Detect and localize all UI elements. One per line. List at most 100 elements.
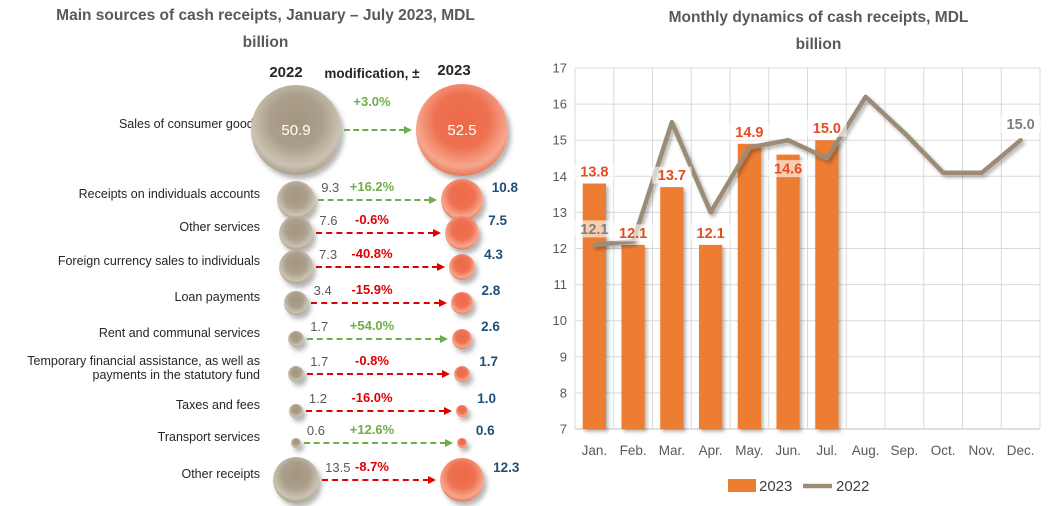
value-2022: 0.6 bbox=[306, 423, 325, 438]
x-tick-label: Oct. bbox=[931, 443, 956, 458]
modification-label: -16.0% bbox=[351, 390, 393, 405]
category-label: Loan payments bbox=[174, 289, 260, 304]
data-label-bg bbox=[1000, 115, 1041, 133]
bars-2023 bbox=[582, 140, 839, 429]
sources-bubble-chart: Main sources of cash receipts, January –… bbox=[27, 7, 519, 504]
y-tick-label: 15 bbox=[553, 133, 567, 148]
value-2022: 7.3 bbox=[319, 247, 338, 262]
legend-label-2023: 2023 bbox=[759, 478, 792, 495]
data-label-bg bbox=[690, 224, 731, 242]
change-arrow bbox=[307, 373, 443, 375]
value-2022: 13.5 bbox=[325, 460, 351, 475]
change-arrow bbox=[316, 266, 438, 268]
y-tick-label: 12 bbox=[553, 241, 567, 256]
value-2022: 7.6 bbox=[319, 213, 338, 228]
modification-label: +3.0% bbox=[353, 94, 391, 109]
legend: 2023 2022 bbox=[728, 478, 869, 495]
value-2023: 10.8 bbox=[491, 180, 518, 195]
value-2023: 0.6 bbox=[475, 423, 495, 438]
data-label: 12.1 bbox=[619, 226, 647, 242]
value-2023: 2.8 bbox=[481, 283, 501, 298]
column-header-modification: modification, ± bbox=[324, 66, 420, 81]
data-label-bg bbox=[574, 163, 615, 181]
arrow-head-icon bbox=[429, 196, 438, 204]
left-chart-title-line1: Main sources of cash receipts, January –… bbox=[56, 7, 475, 24]
y-tick-label: 16 bbox=[553, 97, 567, 112]
bubble-2023 bbox=[444, 215, 480, 251]
modification-label: -8.7% bbox=[355, 459, 389, 474]
value-2023: 4.3 bbox=[484, 247, 503, 262]
value-2023: 1.7 bbox=[479, 354, 498, 369]
data-label: 14.9 bbox=[735, 125, 763, 141]
value-2022: 9.3 bbox=[321, 180, 340, 195]
data-labels: 13.8 12.1 13.7 12.1 14.9 14.6 15.0 12.1 15.0 bbox=[574, 115, 1041, 242]
bubble-2022 bbox=[287, 365, 305, 383]
category-label: Taxes and fees bbox=[175, 397, 260, 412]
bubble-2022 bbox=[291, 438, 301, 448]
legend-label-2022: 2022 bbox=[836, 478, 869, 495]
y-tick-label: 8 bbox=[560, 385, 567, 400]
modification-label: -15.9% bbox=[351, 282, 393, 297]
right-chart-title-line1: Monthly dynamics of cash receipts, MDL bbox=[668, 9, 969, 26]
column-header-2022: 2022 bbox=[269, 64, 303, 81]
value-2022: 50.9 bbox=[281, 122, 311, 139]
modification-label: +16.2% bbox=[349, 179, 395, 194]
category-label: Other services bbox=[179, 219, 260, 234]
bubble-2023 bbox=[441, 179, 483, 221]
value-2023: 1.0 bbox=[477, 391, 497, 406]
category-label: Temporary financial assistance, as well … bbox=[27, 353, 260, 382]
bubble-2022 bbox=[251, 85, 341, 175]
bar-May. bbox=[737, 143, 761, 429]
category-label: Sales of consumer goods bbox=[118, 116, 260, 131]
change-arrow bbox=[322, 479, 429, 481]
bar-Apr. bbox=[699, 244, 723, 429]
bubble-2023 bbox=[457, 438, 467, 448]
category-label: Rent and communal services bbox=[98, 325, 260, 340]
modification-label: -40.8% bbox=[351, 246, 393, 261]
change-arrow bbox=[307, 338, 441, 340]
data-label-bg bbox=[652, 166, 692, 184]
category-label: Foreign currency sales to individuals bbox=[57, 253, 260, 268]
change-arrow bbox=[303, 442, 447, 444]
bubble-2022 bbox=[284, 291, 308, 315]
x-tick-label: Nov. bbox=[968, 443, 995, 458]
bar-Jun. bbox=[776, 154, 800, 429]
x-tick-label: Dec. bbox=[1007, 443, 1035, 458]
y-tick-label: 13 bbox=[553, 205, 567, 220]
y-tick-label: 14 bbox=[553, 169, 567, 184]
change-arrow bbox=[305, 410, 445, 412]
bubble-2023 bbox=[448, 253, 476, 281]
x-tick-label: Apr. bbox=[699, 443, 723, 458]
data-label-bg bbox=[574, 220, 615, 238]
data-label-bg bbox=[768, 160, 808, 178]
y-tick-label: 10 bbox=[553, 313, 567, 328]
x-tick-label: Mar. bbox=[659, 443, 685, 458]
modification-label: -0.8% bbox=[355, 353, 389, 368]
arrow-head-icon bbox=[436, 263, 445, 271]
bubble-2023 bbox=[455, 404, 469, 418]
modification-label: +54.0% bbox=[349, 318, 395, 333]
line-2022 bbox=[592, 94, 1023, 248]
value-2023: 52.5 bbox=[447, 122, 477, 139]
bubble-2022 bbox=[278, 215, 314, 251]
arrow-head-icon bbox=[445, 439, 454, 447]
data-label-bg bbox=[807, 119, 847, 137]
bar-Jul. bbox=[815, 140, 839, 429]
arrow-head-icon bbox=[443, 407, 452, 415]
data-label: 14.6 bbox=[774, 162, 802, 178]
x-axis-labels: Jan. Feb. Mar. Apr. May. Jun. Jul. Aug. Sep. Oct.… bbox=[582, 443, 1035, 458]
bubble-2022 bbox=[289, 404, 303, 418]
modification-label: +12.6% bbox=[349, 422, 395, 437]
bubble-2023 bbox=[453, 365, 471, 383]
value-2023: 2.6 bbox=[481, 319, 500, 334]
data-label-bg bbox=[729, 123, 770, 141]
bubble-2022 bbox=[287, 330, 305, 348]
value-2022: 3.4 bbox=[313, 283, 332, 298]
line-series bbox=[592, 94, 1023, 248]
value-2022: 1.7 bbox=[310, 319, 329, 334]
right-chart-title-line2: billion bbox=[795, 36, 842, 53]
bubble-2022 bbox=[272, 456, 320, 504]
legend-swatch-2023 bbox=[728, 479, 756, 492]
data-label: 13.7 bbox=[658, 168, 686, 184]
data-label: 13.8 bbox=[580, 165, 608, 181]
